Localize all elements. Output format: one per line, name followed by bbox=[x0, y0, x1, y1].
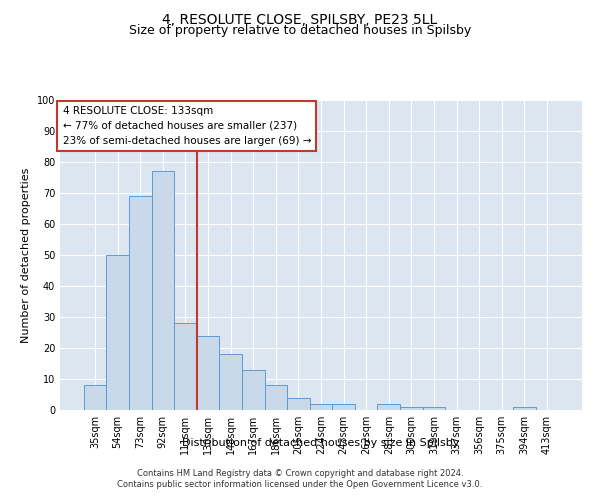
Bar bbox=[332, 404, 355, 410]
Text: Contains public sector information licensed under the Open Government Licence v3: Contains public sector information licen… bbox=[118, 480, 482, 489]
Text: 4, RESOLUTE CLOSE, SPILSBY, PE23 5LL: 4, RESOLUTE CLOSE, SPILSBY, PE23 5LL bbox=[163, 12, 437, 26]
Y-axis label: Number of detached properties: Number of detached properties bbox=[21, 168, 31, 342]
Bar bbox=[174, 323, 197, 410]
Bar bbox=[242, 370, 265, 410]
Text: Contains HM Land Registry data © Crown copyright and database right 2024.: Contains HM Land Registry data © Crown c… bbox=[137, 468, 463, 477]
Bar bbox=[265, 385, 287, 410]
Bar bbox=[84, 385, 106, 410]
Text: Size of property relative to detached houses in Spilsby: Size of property relative to detached ho… bbox=[129, 24, 471, 37]
Bar bbox=[287, 398, 310, 410]
Bar bbox=[220, 354, 242, 410]
Bar bbox=[129, 196, 152, 410]
Bar bbox=[152, 172, 174, 410]
Text: 4 RESOLUTE CLOSE: 133sqm
← 77% of detached houses are smaller (237)
23% of semi-: 4 RESOLUTE CLOSE: 133sqm ← 77% of detach… bbox=[62, 106, 311, 146]
Bar bbox=[513, 407, 536, 410]
Bar bbox=[106, 255, 129, 410]
Bar bbox=[377, 404, 400, 410]
Text: Distribution of detached houses by size in Spilsby: Distribution of detached houses by size … bbox=[182, 438, 460, 448]
Bar bbox=[310, 404, 332, 410]
Bar bbox=[400, 407, 422, 410]
Bar bbox=[422, 407, 445, 410]
Bar bbox=[197, 336, 220, 410]
